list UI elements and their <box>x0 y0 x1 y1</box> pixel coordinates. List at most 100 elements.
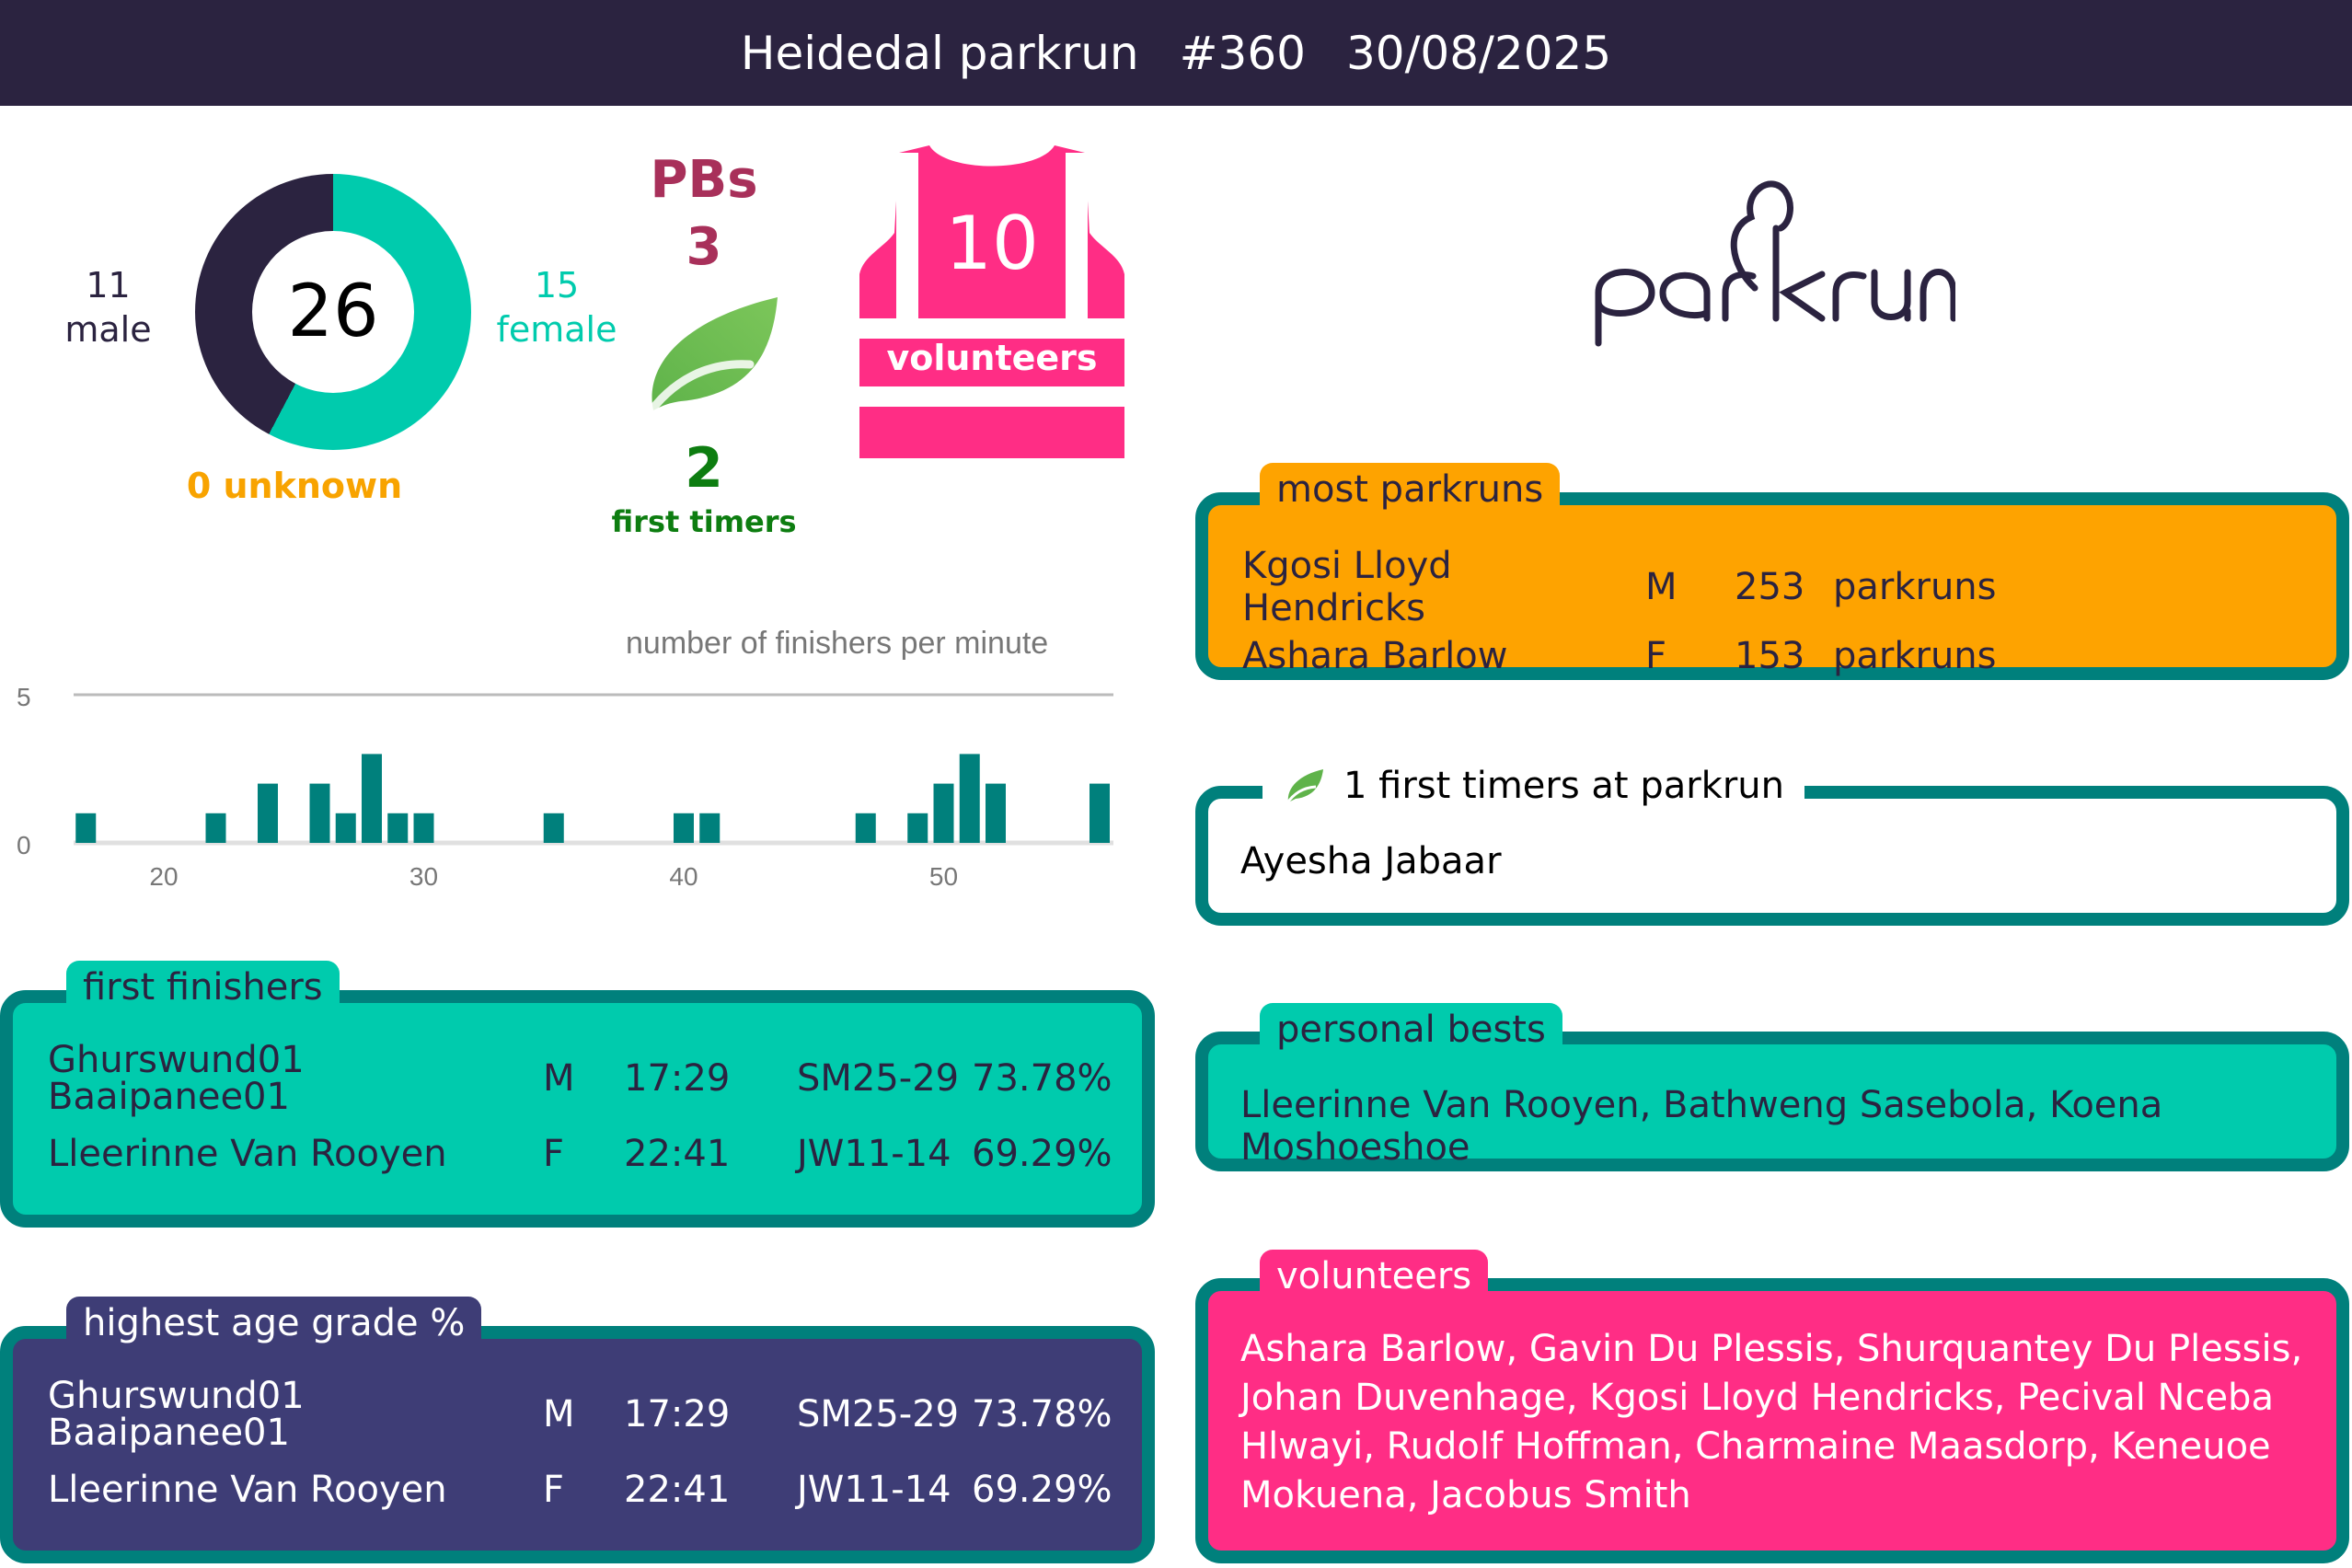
highest-age-grade-title: highest age grade % <box>66 1297 482 1354</box>
parkrun-count: 153 <box>1735 634 1805 677</box>
total-finishers: 26 <box>252 231 414 393</box>
first-finishers-table: Ghurswund01 Baaipanee01 M 17:29 SM25-29 … <box>48 1040 1113 1191</box>
volunteers-count: 10 <box>945 201 1039 286</box>
x-tick-label: 20 <box>149 862 178 891</box>
leaf-icon <box>1285 769 1323 804</box>
chart-bar <box>1090 783 1110 843</box>
first-timers-title: 1 first timers at parkrun <box>1343 765 1784 807</box>
female-count: 15 <box>534 265 580 306</box>
finisher-gender: M <box>543 1057 575 1100</box>
female-stat: 15 female <box>488 264 626 352</box>
male-count: 11 <box>86 265 131 306</box>
runner-name: Ashara Barlow <box>1242 634 1508 677</box>
runner-gender: F <box>1645 634 1667 677</box>
finisher-gender: F <box>543 1133 565 1175</box>
unknown-stat: 0 unknown <box>186 466 403 506</box>
finisher-name: Ghurswund01 Baaipanee01 <box>48 1039 305 1118</box>
chart-bar <box>986 783 1006 843</box>
runner-category: SM25-29 <box>797 1393 960 1435</box>
runner-name: Ghurswund01 Baaipanee01 <box>48 1375 305 1454</box>
female-label: female <box>496 308 617 350</box>
chart-bar <box>933 783 954 843</box>
finisher-age-grade: 73.78% <box>972 1057 1113 1100</box>
first-finishers-panel <box>0 990 1155 1228</box>
finisher-category: SM25-29 <box>797 1057 960 1100</box>
chart-bar <box>907 813 928 843</box>
runner-category: JW11-14 <box>797 1469 951 1511</box>
runner-time: 17:29 <box>624 1393 731 1435</box>
first-finishers-title: first finishers <box>66 961 340 1018</box>
leaf-icon <box>641 297 778 421</box>
x-tick-label: 30 <box>409 862 438 891</box>
x-tick-label: 40 <box>669 862 698 891</box>
runner-gender: M <box>1645 566 1678 608</box>
event-name: Heidedal parkrun <box>740 26 1139 80</box>
male-stat: 11 male <box>46 264 170 352</box>
chart-bar <box>205 813 226 843</box>
chart-bar <box>387 813 409 843</box>
pbs-count: 3 <box>686 216 722 277</box>
parkrun-unit: parkruns <box>1833 634 1997 677</box>
chart-title: number of finishers per minute <box>626 626 1049 661</box>
chart-bar <box>674 813 694 843</box>
volunteers-title: volunteers <box>1260 1250 1489 1307</box>
chart-bars <box>75 754 1110 843</box>
most-parkruns-panel <box>1195 492 2349 680</box>
parkrun-unit: parkruns <box>1833 566 1997 608</box>
runner-age-grade: 73.78% <box>972 1393 1113 1435</box>
chart-bar <box>362 754 382 843</box>
most-parkruns-table: Kgosi Lloyd Hendricks M 253 parkruns Ash… <box>1240 543 1999 682</box>
runner-time: 22:41 <box>624 1469 731 1511</box>
first-timers-stat: 2 first timers <box>589 434 819 540</box>
parkrun-count: 253 <box>1735 566 1805 608</box>
personal-bests-title: personal bests <box>1260 1003 1562 1060</box>
first-timers-names: Ayesha Jabaar <box>1240 840 1502 882</box>
chart-bar <box>258 783 278 843</box>
pbs-label: PBs <box>650 150 758 210</box>
event-number: #360 <box>1179 26 1306 80</box>
chart-bar <box>309 783 330 843</box>
table-row: Ashara Barlow F 153 parkruns <box>1242 631 1997 680</box>
first-timers-label: first timers <box>611 504 797 539</box>
chart-bar <box>959 754 980 843</box>
highest-age-grade-table: Ghurswund01 Baaipanee01 M 17:29 SM25-29 … <box>48 1376 1113 1527</box>
first-timers-count: 2 <box>685 436 723 501</box>
y-tick-5: 5 <box>17 683 31 711</box>
x-ticks: 20 30 40 50 <box>149 862 958 891</box>
chart-bar <box>335 813 356 843</box>
chart-bar <box>543 813 564 843</box>
runner-age-grade: 69.29% <box>972 1469 1113 1511</box>
runner-gender: F <box>543 1469 565 1511</box>
gender-donut-chart: 26 <box>195 174 471 450</box>
personal-bests-names: Lleerinne Van Rooyen, Bathweng Sasebola,… <box>1240 1084 2163 1169</box>
table-row: Kgosi Lloyd Hendricks M 253 parkruns <box>1242 545 1997 629</box>
runner-name: Kgosi Lloyd Hendricks <box>1242 545 1452 629</box>
finisher-name: Lleerinne Van Rooyen <box>48 1133 447 1175</box>
table-row: Lleerinne Van Rooyen F 22:41 JW11-14 69.… <box>48 1117 1113 1191</box>
chart-bar <box>413 813 434 843</box>
finishers-per-minute-chart: 5 0 20 30 40 50 <box>17 683 1113 891</box>
volunteers-panel <box>1195 1278 2349 1563</box>
finisher-time: 17:29 <box>624 1057 731 1100</box>
parkrun-logo <box>1595 180 1955 347</box>
event-date: 30/08/2025 <box>1345 26 1612 80</box>
x-tick-label: 50 <box>929 862 958 891</box>
y-tick-0: 0 <box>17 831 31 859</box>
pbs-stat: PBs 3 <box>607 147 801 282</box>
table-row: Ghurswund01 Baaipanee01 M 17:29 SM25-29 … <box>48 1376 1113 1453</box>
first-timers-title-bar: 1 first timers at parkrun <box>1262 760 1804 812</box>
finisher-time: 22:41 <box>624 1133 731 1175</box>
finisher-category: JW11-14 <box>797 1133 951 1175</box>
finisher-age-grade: 69.29% <box>972 1133 1113 1175</box>
table-row: Lleerinne Van Rooyen F 22:41 JW11-14 69.… <box>48 1453 1113 1527</box>
chart-bar <box>699 813 721 843</box>
volunteers-names: Ashara Barlow, Gavin Du Plessis, Shurqua… <box>1240 1328 2303 1516</box>
chart-bar <box>855 813 876 843</box>
runner-gender: M <box>543 1393 575 1435</box>
runner-name: Lleerinne Van Rooyen <box>48 1469 447 1511</box>
male-label: male <box>64 308 152 350</box>
page-header: Heidedal parkrun #360 30/08/2025 <box>0 0 2352 106</box>
most-parkruns-title: most parkruns <box>1260 463 1561 520</box>
volunteer-vest-icon <box>859 145 1124 458</box>
volunteers-vest-label: volunteers <box>886 338 1098 378</box>
